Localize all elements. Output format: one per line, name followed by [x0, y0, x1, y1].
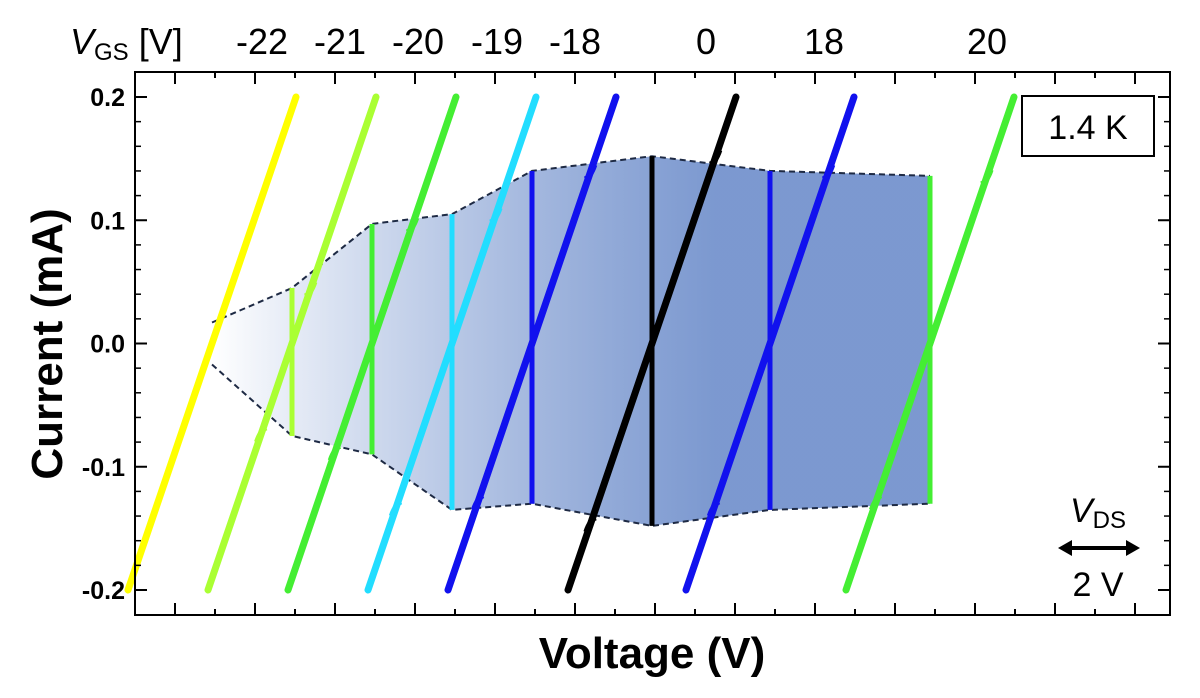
- series-vgs-20: [842, 93, 1018, 594]
- knee-lower-vgs-0: [583, 515, 597, 533]
- iv-curve-vgs--22: [124, 93, 300, 594]
- top-vgs-label: 0: [696, 21, 716, 62]
- series-vgs-0: [564, 93, 740, 594]
- scale-bar-sub: DS: [1093, 507, 1126, 534]
- y-axis-title: Current (mA): [23, 208, 72, 479]
- knee-lower-vgs--18: [471, 493, 485, 511]
- top-axis-title: VGS [V]: [70, 21, 183, 66]
- top-vgs-label: -20: [392, 21, 444, 62]
- gap-upper-boundary: [211, 155, 931, 324]
- knee-lower-vgs-18: [706, 499, 721, 517]
- svg-text:VGS [V]: VGS [V]: [70, 21, 183, 66]
- knee-upper-vgs-0: [708, 149, 723, 167]
- knee-upper-vgs-20: [980, 169, 994, 187]
- scale-bar-var: V: [1070, 492, 1096, 530]
- top-vgs-label: 18: [804, 21, 844, 62]
- top-axis-title-var: V: [70, 21, 97, 62]
- scale-bar-arrowhead-left: [1058, 540, 1072, 556]
- series-vgs--22: [124, 93, 300, 594]
- knee-lower-vgs--19: [388, 499, 403, 517]
- gap-lower-boundary: [211, 363, 931, 527]
- top-vgs-label: -21: [314, 21, 366, 62]
- knee-lower-vgs-20: [869, 493, 883, 511]
- scale-bar-arrowhead-right: [1126, 540, 1140, 556]
- knee-upper-vgs--19: [489, 207, 503, 225]
- top-vgs-label: -22: [236, 21, 288, 62]
- temperature-label: 1.4 K: [1048, 109, 1128, 147]
- y-tick-label: -0.1: [82, 454, 125, 482]
- top-axis-title-unit: [V]: [129, 21, 183, 62]
- gap-region: [212, 156, 930, 526]
- y-tick-label: 0.1: [90, 207, 125, 235]
- knee-upper-vgs--21: [303, 281, 318, 299]
- series-vgs--19: [364, 93, 540, 594]
- series-vgs--21: [204, 93, 380, 594]
- knee-lower-vgs--20: [327, 444, 342, 462]
- temperature-box: 1.4 K: [1021, 95, 1155, 157]
- y-tick-label: -0.2: [82, 577, 125, 605]
- top-vgs-label: -19: [471, 21, 523, 62]
- svg-text:VDS: VDS: [1070, 492, 1126, 534]
- series-vgs--20: [284, 93, 460, 594]
- knee-lower-vgs--21: [254, 425, 268, 443]
- y-tick-label: 0.0: [90, 331, 125, 359]
- x-axis-title: Voltage (V): [539, 629, 766, 678]
- series-vgs--18: [444, 93, 620, 594]
- knee-upper-vgs--20: [405, 217, 420, 235]
- top-axis-title-sub: GS: [94, 39, 129, 66]
- top-vgs-label: 20: [967, 21, 1007, 62]
- scale-bar-value: 2 V: [1072, 566, 1123, 604]
- series-vgs-18: [682, 93, 858, 594]
- top-vgs-label: -18: [549, 21, 601, 62]
- knee-upper-vgs--18: [583, 164, 598, 182]
- y-tick-label: 0.2: [90, 84, 125, 112]
- knee-upper-vgs-18: [821, 164, 836, 182]
- scale-bar: VDS 2 V: [1058, 492, 1140, 604]
